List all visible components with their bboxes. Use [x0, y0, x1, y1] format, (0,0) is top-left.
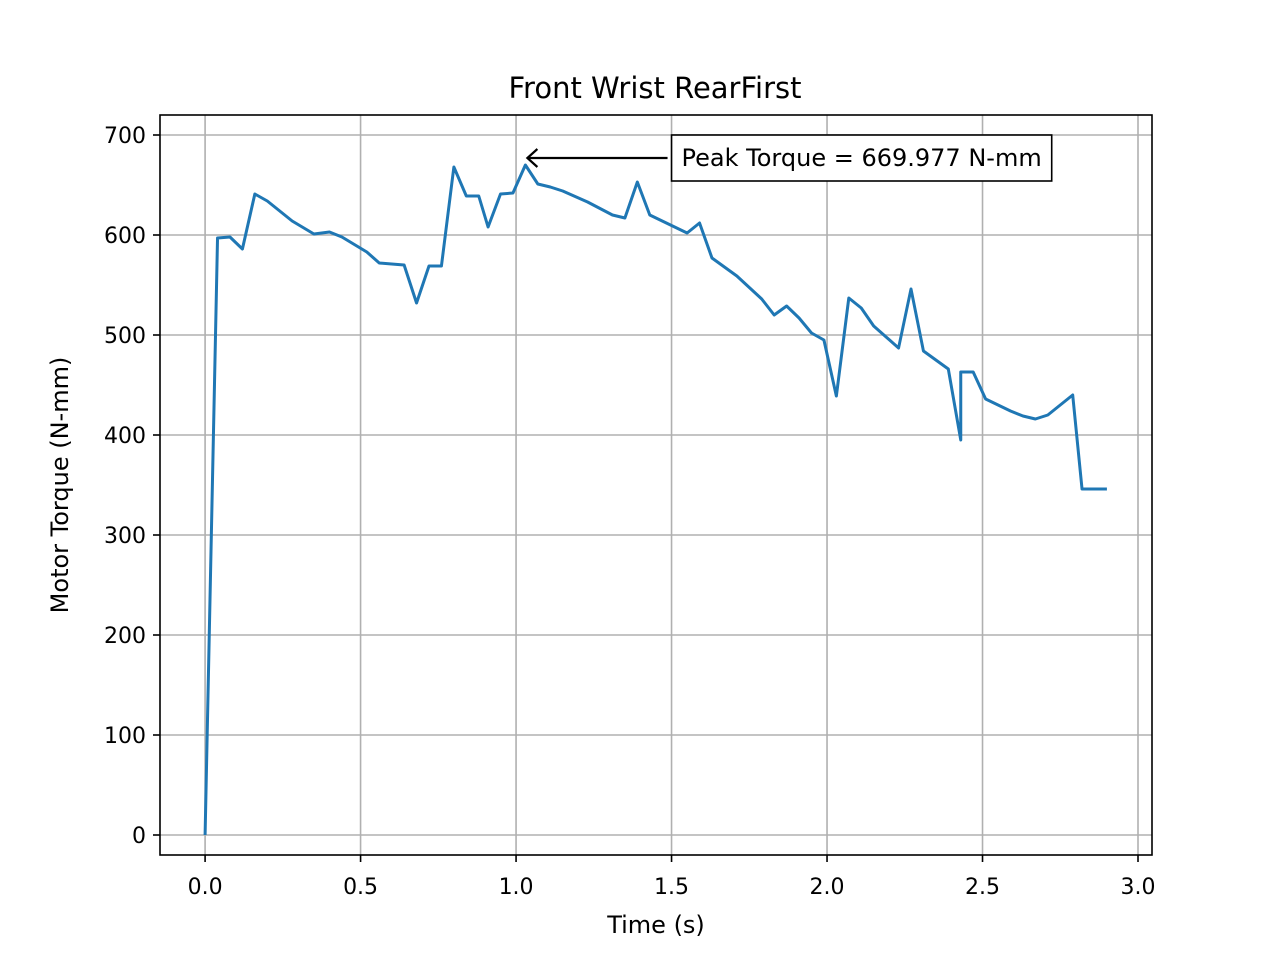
- plot-frame: [159, 114, 1153, 856]
- chart-title: Front Wrist RearFirst: [508, 71, 801, 105]
- y-tick-label: 600: [104, 224, 146, 249]
- x-tick-label: 1.5: [654, 875, 689, 900]
- annotation-box: [670, 134, 1053, 182]
- y-tick-label: 700: [104, 124, 146, 149]
- x-tick-label: 1.0: [499, 875, 534, 900]
- y-tick-label: 400: [104, 424, 146, 449]
- annotation-arrow-head: [525, 148, 539, 168]
- y-axis-label: Motor Torque (N-mm): [46, 357, 74, 614]
- x-tick-label: 0.5: [343, 875, 378, 900]
- x-tick-label: 2.0: [810, 875, 845, 900]
- y-tick-label: 0: [132, 824, 146, 849]
- grid-lines: [160, 115, 1152, 855]
- axis-ticks: 0.0 0.5 1.0 1.5 2.0 2.5 3.0 0 100 200 300 400 500 600…: [104, 124, 1156, 900]
- x-tick-label: 3.0: [1121, 875, 1156, 900]
- torque-series-line: [203, 163, 1107, 836]
- y-tick-label: 500: [104, 324, 146, 349]
- y-tick-label: 200: [104, 624, 146, 649]
- plot-data: [203, 163, 1107, 836]
- x-axis-label: Time (s): [606, 911, 705, 939]
- peak-torque-annotation: Peak Torque = 669.977 N-mm: [525, 134, 1053, 182]
- y-tick-label: 100: [104, 724, 146, 749]
- x-tick-label: 2.5: [965, 875, 1000, 900]
- annotation-label: Peak Torque = 669.977 N-mm: [682, 144, 1042, 172]
- x-tick-label: 0.0: [188, 875, 223, 900]
- y-tick-label: 300: [104, 524, 146, 549]
